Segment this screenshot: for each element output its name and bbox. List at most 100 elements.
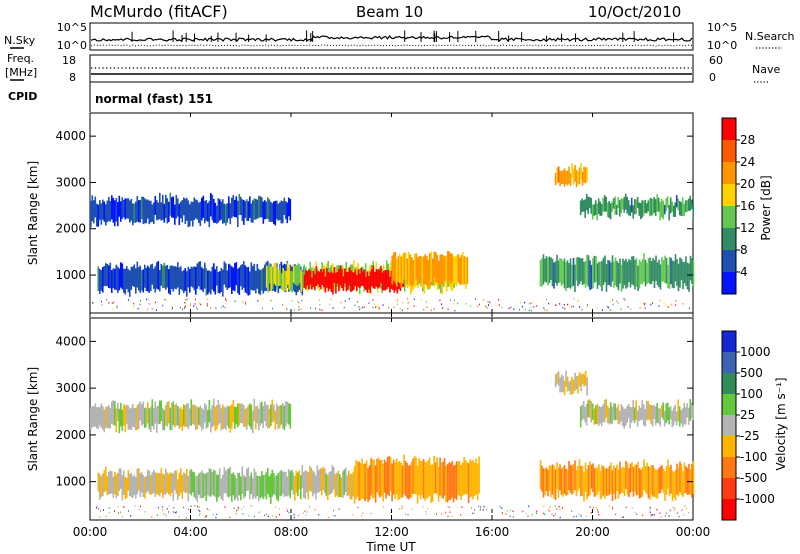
heatmap-cell [165,468,167,495]
heatmap-cell [582,200,585,212]
colorbar-swatch [722,184,736,207]
heatmap-cell [677,263,680,292]
heatmap-cell [453,256,455,284]
heatmap-cell [663,302,665,304]
heatmap-cell [241,264,244,290]
heatmap-cell [258,512,260,514]
heatmap-cell [550,466,552,497]
heatmap-cell [620,264,623,292]
heatmap-cell [282,303,284,306]
heatmap-cell [112,476,115,498]
heatmap-cell [651,302,653,305]
heatmap-cell [126,477,128,498]
heatmap-cell [477,305,479,308]
heatmap-cell [235,196,238,218]
heatmap-cell [450,299,452,301]
heatmap-cell [321,271,324,285]
heatmap-cell [200,303,202,306]
heatmap-cell [267,197,269,219]
heatmap-cell [591,204,594,220]
heatmap-cell [231,404,233,429]
heatmap-cell [197,505,199,508]
heatmap-cell [650,261,653,285]
heatmap-cell [103,201,106,222]
heatmap-cell [682,261,684,290]
heatmap-cell [625,506,627,509]
heatmap-cell [223,203,226,224]
heatmap-cell [178,472,181,497]
heatmap-cell [430,464,432,503]
heatmap-cell [264,200,266,220]
heatmap-cell [184,306,186,308]
heatmap-cell [512,510,514,512]
heatmap-cell [115,408,118,433]
heatmap-cell [461,462,464,496]
heatmap-cell [377,306,379,308]
heatmap-cell [217,272,220,293]
heatmap-cell [427,508,429,510]
heatmap-cell [692,204,694,219]
heatmap-cell [425,462,428,499]
heatmap-cell [348,298,350,300]
heatmap-cell [596,263,599,289]
heatmap-cell [262,475,265,500]
heatmap-cell [244,408,247,427]
heatmap-cell [652,301,653,304]
heatmap-cell [653,468,656,497]
heatmap-cell [97,266,100,291]
heatmap-cell [368,465,371,500]
heatmap-cell [261,197,263,218]
heatmap-cell [465,256,467,289]
heatmap-cell [199,510,201,513]
heatmap-cell [163,262,166,288]
heatmap-cell [449,463,452,500]
heatmap-cell [249,476,251,500]
heatmap-cell [186,469,188,493]
heatmap-cell [129,270,131,297]
heatmap-cell [568,381,570,392]
heatmap-cell [451,253,454,282]
heatmap-cell [238,193,241,215]
heatmap-cell [658,467,660,494]
heatmap-cell [247,201,250,221]
heatmap-cell [659,201,661,221]
heatmap-cell [520,301,522,303]
heatmap-cell [590,464,593,489]
heatmap-cell [560,374,563,392]
heatmap-cell [399,508,401,510]
heatmap-cell [103,509,104,511]
colorbar-tick-label: 20 [740,177,755,191]
heatmap-cell [474,298,476,300]
heatmap-cell [270,404,272,427]
heatmap-cell [544,258,546,282]
heatmap-cell [238,403,241,426]
heatmap-cell [549,506,551,508]
heatmap-cell [253,198,256,220]
heatmap-cell [448,251,451,281]
heatmap-cell [334,515,336,517]
heatmap-cell [133,474,136,496]
heatmap-cell [562,169,564,184]
heatmap-cell [639,202,642,220]
heatmap-cell [593,468,596,498]
heatmap-cell [150,264,152,291]
heatmap-cell [275,516,277,518]
heatmap-cell [566,376,569,392]
heatmap-cell [577,300,579,302]
heatmap-cell [91,406,94,428]
heatmap-cell [182,308,183,311]
heatmap-cell [660,516,662,518]
heatmap-cell [617,469,620,499]
heatmap-cell [257,299,259,302]
heatmap-cell [432,258,434,284]
heatmap-cell [505,513,507,515]
heatmap-cell [459,257,461,285]
heatmap-cell [644,307,646,309]
heatmap-cell [347,272,349,290]
heatmap-cell [609,505,611,507]
heatmap-cell [205,268,208,296]
heatmap-cell [589,506,591,508]
heatmap-cell [274,200,277,226]
heatmap-cell [673,261,675,289]
heatmap-cell [99,200,101,220]
